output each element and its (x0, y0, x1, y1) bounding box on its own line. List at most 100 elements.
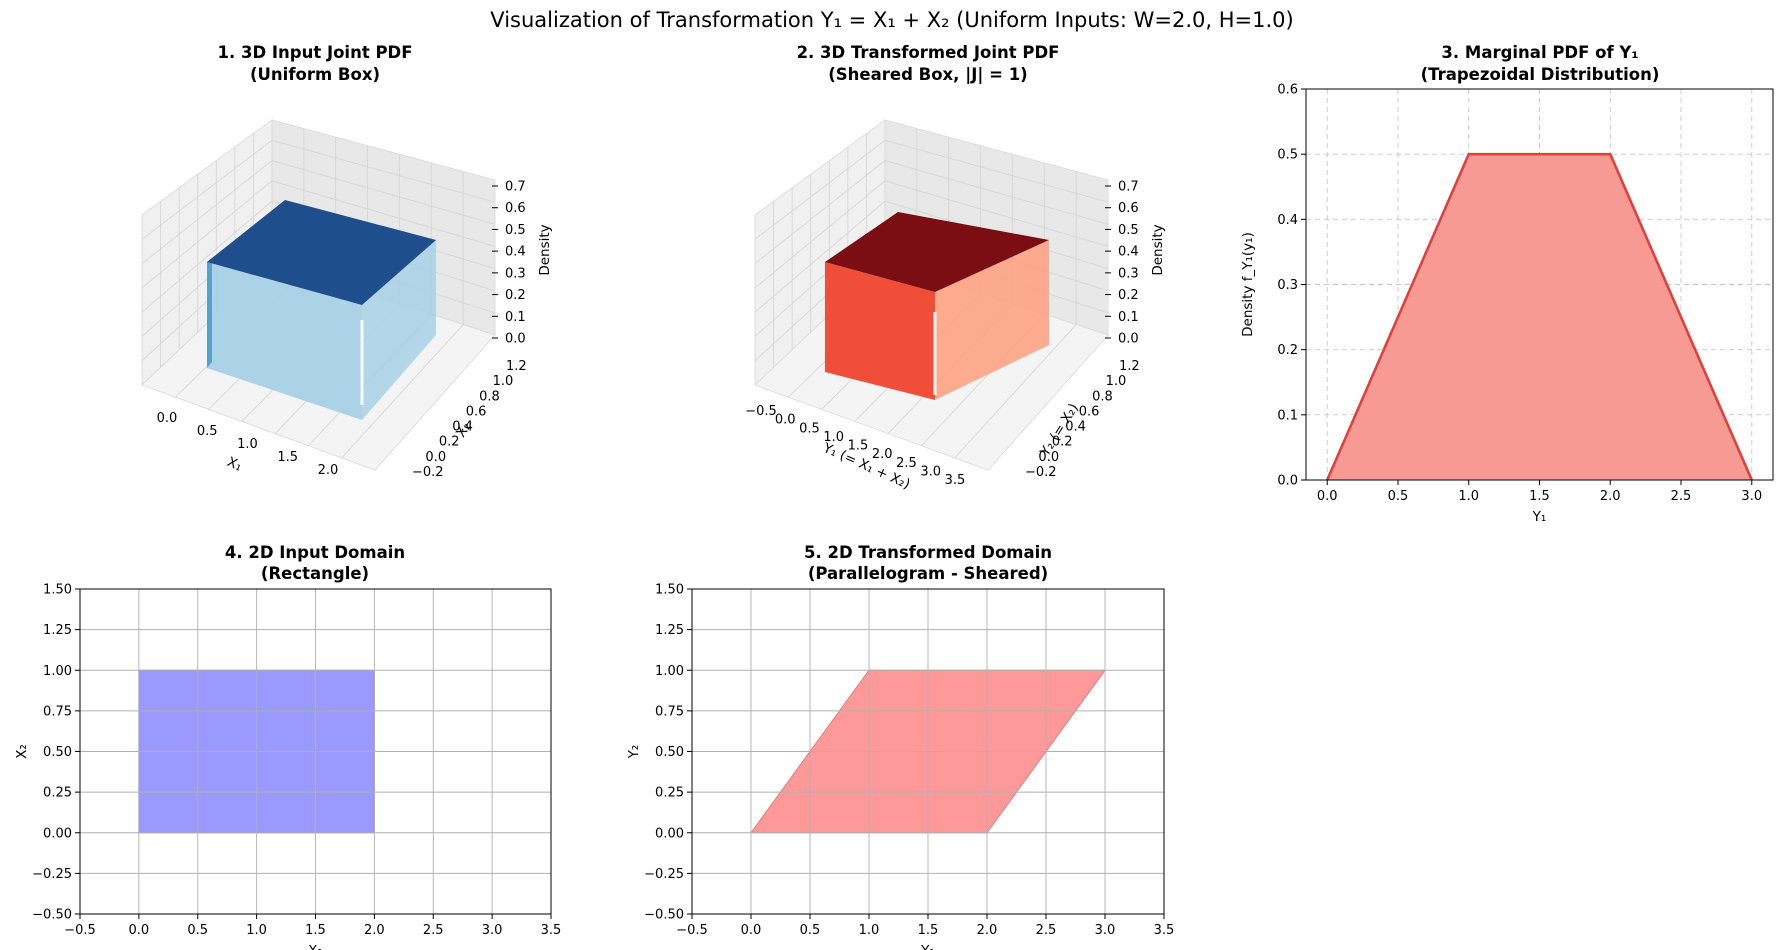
panel3-title-line1: 3. Marginal PDF of Y₁ (1441, 43, 1638, 62)
pane-gridline (141, 160, 496, 264)
panel3-title-line2: (Trapezoidal Distribution) (1421, 65, 1660, 84)
x-tick-label: 1.5 (918, 923, 939, 938)
y-tick-label: 0.0 (425, 450, 446, 465)
box-left-edge (207, 258, 212, 368)
y-tick-label: 0.0 (1277, 474, 1298, 489)
x-tick-label: 2.5 (896, 456, 917, 471)
x-tick-label: 1.5 (1529, 489, 1550, 504)
y-tick-label: −0.25 (32, 867, 72, 882)
x-tick-label: 3.0 (1741, 489, 1762, 504)
axes-frame (79, 588, 552, 915)
panel5-title-line1: 5. 2D Transformed Domain (804, 543, 1052, 562)
pdf-line (1326, 152, 1753, 481)
x-tick-label: 0.5 (187, 923, 208, 938)
box-front-face (207, 262, 362, 420)
y-tick-label: −0.25 (644, 867, 684, 882)
y-tick-label: 0.0 (1038, 450, 1059, 465)
x-tick-label: 3.5 (945, 473, 966, 488)
z-tick-label: 0.1 (505, 310, 526, 325)
z-tick-label: 0.0 (1118, 332, 1139, 347)
x-tick-label: 0.0 (157, 411, 178, 426)
x-tick-label: 3.5 (541, 923, 562, 938)
x-tick-label: −0.5 (676, 923, 708, 938)
y-tick-label: 0.6 (1079, 404, 1100, 419)
y-tick-label: 0.2 (1052, 435, 1073, 450)
panel5-title-line2: (Parallelogram - Sheared) (808, 564, 1048, 583)
x-tick-label: 2.5 (1671, 489, 1692, 504)
x-tick-label: 0.5 (197, 424, 218, 439)
x-tick-label: 1.0 (237, 437, 258, 452)
x-tick-label: 0.5 (800, 923, 821, 938)
x-tick-label: 2.0 (364, 923, 385, 938)
x-axis-label: X₁ (225, 454, 245, 475)
z-tick-label: 0.1 (1118, 310, 1139, 325)
floor-gridline (341, 324, 464, 459)
y-tick-label: 0.25 (43, 786, 72, 801)
z-tick-label: 0.2 (1118, 288, 1139, 303)
x-tick-label: 2.0 (1600, 489, 1621, 504)
y-tick-label: 0.00 (655, 826, 684, 841)
z-tick-label: 0.5 (505, 223, 526, 238)
y-tick-label: 0.8 (1092, 389, 1113, 404)
y-axis-label: X₂ (453, 419, 474, 440)
x-tick-label: 0.5 (1388, 489, 1409, 504)
panel4-title-line2: (Rectangle) (261, 564, 369, 583)
y-tick-label: 0.3 (1277, 278, 1298, 293)
z-tick-label: 0.3 (505, 266, 526, 281)
y-tick-label: 0.2 (1277, 343, 1298, 358)
y-tick-label: 1.00 (43, 664, 72, 679)
x-axis-label: Y₁ (1532, 509, 1547, 525)
x-tick-label: 2.0 (318, 463, 339, 478)
z-tick-label: 0.3 (1118, 266, 1139, 281)
y-tick-label: 0.4 (452, 420, 473, 435)
x-tick-label: 2.5 (423, 923, 444, 938)
z-axis-label: Density (537, 224, 553, 275)
y-tick-label: −0.2 (412, 465, 444, 480)
y-tick-label: 0.4 (1277, 213, 1298, 228)
box-right-face (935, 240, 1049, 400)
x-axis-label: X₁ (308, 943, 323, 950)
y-tick-label: 0.2 (439, 435, 460, 450)
panel1-title-line1: 1. 3D Input Joint PDF (217, 43, 412, 62)
y-tick-label: 0.8 (479, 389, 500, 404)
box-top-face (207, 200, 436, 305)
x-tick-label: 3.0 (1095, 923, 1116, 938)
x-tick-label: 1.0 (246, 923, 267, 938)
x-tick-label: 1.5 (848, 439, 869, 454)
x-tick-label: 3.0 (920, 464, 941, 479)
x-tick-label: 0.0 (775, 413, 796, 428)
z-tick-label: 0.6 (505, 201, 526, 216)
y-tick-label: 0.50 (43, 745, 72, 760)
panel3-marginal-pdf: 0.0 0.5 1.0 1.5 2.0 2.5 3.0 0.0 0.1 0.2 0.3 0.4 0.5 0… (1240, 83, 1774, 525)
panel4-title-line1: 4. 2D Input Domain (225, 543, 405, 562)
y-tick-label: 0.75 (655, 704, 684, 719)
panel2-title-line1: 2. 3D Transformed Joint PDF (797, 43, 1060, 62)
x-tick-label: 0.0 (129, 923, 150, 938)
area-fill (1327, 154, 1752, 480)
z-tick-label: 0.7 (505, 180, 526, 195)
y-tick-label: 0.1 (1277, 408, 1298, 423)
x-tick-label: 2.0 (872, 447, 893, 462)
y-tick-label: 0.00 (43, 826, 72, 841)
axes-frame (1305, 88, 1774, 481)
z-tick-label: 0.6 (1118, 201, 1139, 216)
y-tick-label: 0.25 (655, 786, 684, 801)
y-tick-label: 1.25 (43, 623, 72, 638)
x-tick-label: 1.0 (1458, 489, 1479, 504)
panel5-transformed-domain: −0.5 0.0 0.5 1.0 1.5 2.0 2.5 3.0 3.5 −0.50 −0.25 0.… (626, 583, 1174, 950)
y-tick-label: 0.6 (1277, 83, 1298, 98)
x-tick-label: 2.0 (977, 923, 998, 938)
z-axis-label: Density (1150, 224, 1166, 275)
x-tick-label: 1.0 (859, 923, 880, 938)
x-tick-label: 3.5 (1154, 923, 1175, 938)
pane-gridline (754, 180, 1109, 289)
pane-gridline (141, 180, 496, 289)
y-tick-label: 1.2 (506, 359, 527, 374)
x-axis-label: Y₁ (920, 943, 935, 950)
y-axis-label: X₂ (14, 744, 30, 759)
x-tick-label: 1.5 (305, 923, 326, 938)
z-tick-label: 0.0 (505, 332, 526, 347)
y-tick-label: 1.25 (655, 623, 684, 638)
y-tick-label: 0.5 (1277, 148, 1298, 163)
